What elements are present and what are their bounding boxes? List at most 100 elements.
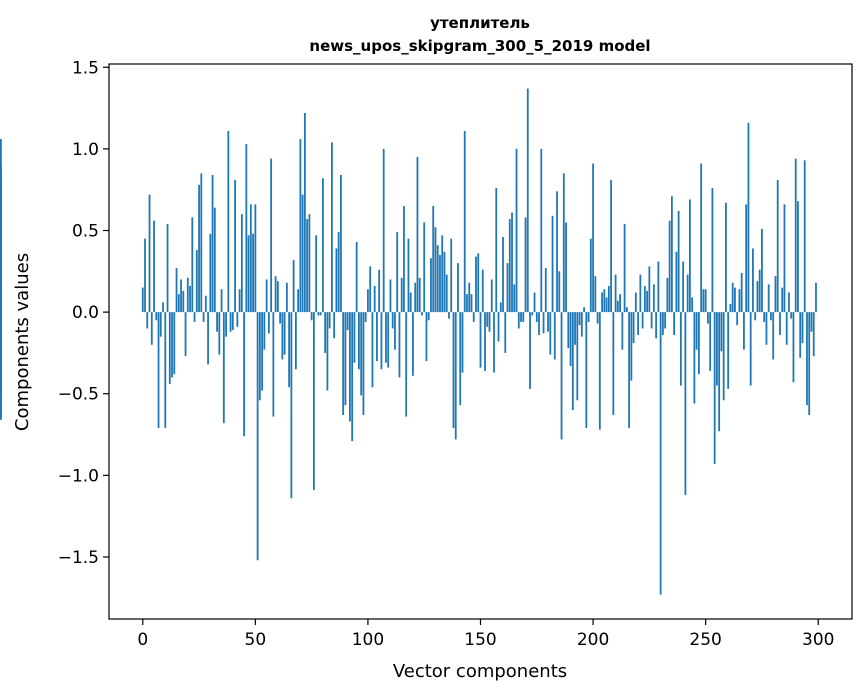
bar	[628, 312, 630, 429]
bar	[297, 289, 300, 313]
x-tick-label: 50	[245, 630, 267, 650]
bar	[407, 238, 410, 313]
bar	[445, 274, 448, 313]
bar	[526, 88, 529, 313]
bar	[506, 263, 509, 313]
bar	[747, 122, 750, 313]
bar	[486, 312, 489, 327]
bar	[166, 223, 169, 313]
bar	[452, 312, 455, 429]
bar	[315, 235, 318, 313]
bar	[790, 312, 793, 319]
bar	[511, 212, 513, 313]
bar	[236, 312, 239, 327]
bar	[213, 207, 216, 313]
bar	[195, 250, 198, 313]
bar	[362, 312, 365, 415]
bar	[353, 312, 356, 363]
y-tick-label: −1.5	[58, 548, 99, 568]
bar	[612, 312, 615, 415]
chart-title-line1: утеплитель	[430, 14, 530, 32]
bar	[727, 312, 730, 389]
bar	[632, 312, 635, 344]
bar	[148, 194, 151, 313]
bar	[202, 312, 205, 322]
x-tick-label: 300	[802, 630, 834, 650]
bar	[144, 238, 146, 313]
bar	[380, 312, 383, 370]
bar	[191, 217, 194, 313]
bar	[468, 282, 471, 313]
bar	[517, 312, 520, 329]
bar	[648, 266, 651, 313]
bar	[538, 312, 540, 335]
bar	[720, 312, 723, 352]
bar	[666, 277, 669, 313]
bar	[621, 312, 624, 350]
bar	[740, 272, 743, 313]
bar	[155, 312, 158, 321]
bar	[596, 312, 599, 324]
bar	[616, 300, 619, 313]
bar	[198, 184, 200, 313]
bar	[216, 312, 218, 332]
bar	[454, 312, 457, 440]
bar	[583, 307, 585, 313]
bar	[376, 312, 378, 362]
bar	[180, 279, 182, 313]
bar	[243, 312, 245, 437]
bar	[367, 289, 369, 313]
bar	[792, 312, 795, 383]
bar	[439, 254, 441, 313]
bar	[344, 312, 347, 406]
plot-frame	[108, 63, 853, 620]
bar	[0, 165, 2, 313]
bar	[310, 312, 313, 321]
bar	[670, 196, 673, 313]
bar	[418, 277, 421, 313]
bar	[459, 312, 462, 406]
bar	[0, 256, 2, 313]
bar	[432, 206, 435, 313]
bar	[684, 312, 687, 495]
bar	[220, 289, 223, 313]
bar	[540, 148, 543, 313]
bar	[209, 233, 212, 313]
bar	[369, 266, 372, 313]
bar	[414, 282, 417, 313]
bar	[146, 312, 149, 329]
bar	[274, 276, 277, 313]
bar	[164, 312, 167, 429]
bar	[182, 290, 185, 313]
bar	[425, 312, 428, 362]
bar	[396, 232, 399, 313]
y-tick-label: 1.0	[72, 140, 99, 160]
bar	[231, 312, 234, 331]
bar	[434, 227, 437, 313]
bar	[639, 274, 642, 313]
bar	[657, 261, 660, 313]
bar	[808, 312, 811, 415]
bar	[373, 286, 376, 313]
bar	[493, 312, 495, 373]
bar	[520, 312, 522, 322]
bar	[607, 286, 610, 313]
bar	[227, 130, 230, 313]
bar	[571, 312, 574, 411]
y-axis-label: Components values	[12, 253, 33, 431]
bar	[767, 284, 770, 313]
bar	[765, 312, 768, 345]
bar	[299, 139, 302, 313]
bar	[349, 312, 351, 422]
bar	[141, 287, 144, 313]
bar	[502, 237, 504, 313]
bar	[508, 219, 511, 313]
bar	[643, 286, 646, 313]
bar	[229, 312, 232, 332]
bar	[716, 312, 718, 386]
bar	[650, 312, 653, 329]
bar	[427, 312, 430, 321]
x-axis-label: Vector components	[393, 661, 567, 682]
bar	[294, 312, 297, 370]
